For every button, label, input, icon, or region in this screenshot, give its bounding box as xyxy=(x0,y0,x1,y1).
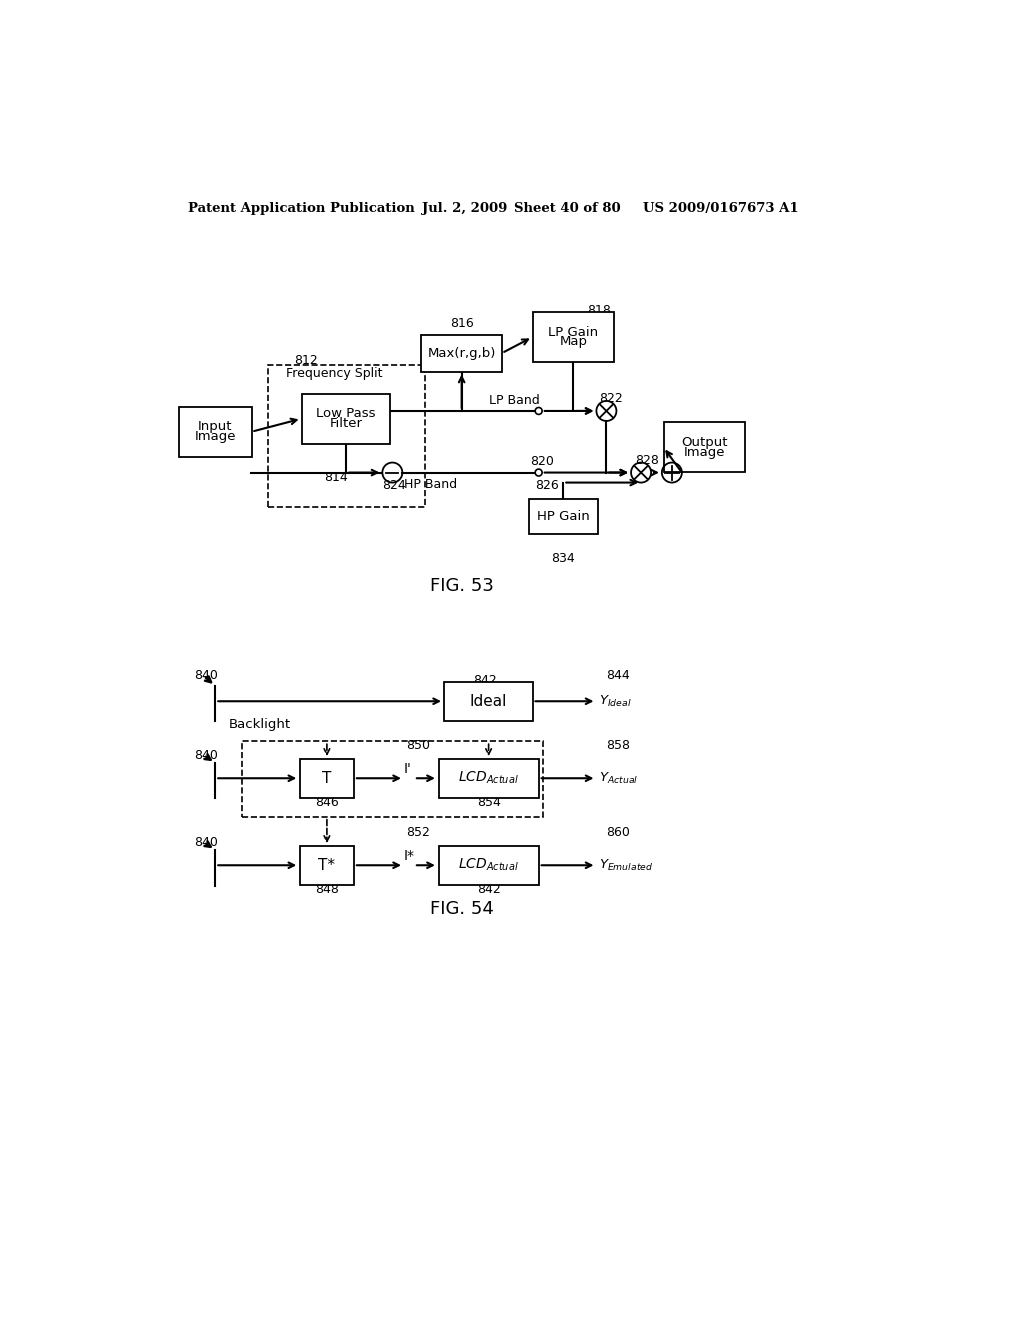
Text: 854: 854 xyxy=(477,796,501,809)
Text: Image: Image xyxy=(683,446,725,458)
Text: 826: 826 xyxy=(536,479,559,492)
Text: 818: 818 xyxy=(587,305,611,317)
Text: Ideal: Ideal xyxy=(470,694,507,709)
Text: 814: 814 xyxy=(325,471,348,484)
Text: 860: 860 xyxy=(606,825,631,838)
Text: 834: 834 xyxy=(552,552,575,565)
Bar xyxy=(444,682,532,721)
Bar xyxy=(664,422,744,473)
Text: Filter: Filter xyxy=(330,417,362,430)
Text: Input: Input xyxy=(198,420,232,433)
Text: Low Pass: Low Pass xyxy=(316,408,376,420)
Text: 824: 824 xyxy=(382,479,407,492)
Text: FIG. 53: FIG. 53 xyxy=(430,577,494,595)
Text: $LCD_{Actual}$: $LCD_{Actual}$ xyxy=(459,857,519,874)
Text: $LCD_{Actual}$: $LCD_{Actual}$ xyxy=(459,770,519,787)
Text: 842: 842 xyxy=(473,675,497,686)
Circle shape xyxy=(536,408,542,414)
Text: 822: 822 xyxy=(599,392,623,405)
Bar xyxy=(300,759,354,797)
Text: T: T xyxy=(323,771,332,785)
Text: Backlight: Backlight xyxy=(229,718,291,731)
Text: T*: T* xyxy=(318,858,336,873)
Text: 820: 820 xyxy=(530,454,554,467)
Text: 850: 850 xyxy=(407,739,430,751)
Bar xyxy=(438,846,539,884)
Text: Image: Image xyxy=(195,430,236,444)
Bar xyxy=(438,759,539,797)
Text: 830: 830 xyxy=(668,454,692,467)
Text: $Y_{Emulated}$: $Y_{Emulated}$ xyxy=(599,858,653,873)
Bar xyxy=(532,312,613,362)
Text: 816: 816 xyxy=(450,317,473,330)
Text: HP Band: HP Band xyxy=(403,478,457,491)
Bar xyxy=(302,393,390,444)
Circle shape xyxy=(536,469,542,477)
Text: 812: 812 xyxy=(295,354,318,367)
Text: 840: 840 xyxy=(194,669,217,682)
Text: 846: 846 xyxy=(315,796,339,809)
Text: 858: 858 xyxy=(606,739,631,751)
Bar xyxy=(243,742,543,817)
Text: Sheet 40 of 80: Sheet 40 of 80 xyxy=(514,202,621,215)
Text: I*: I* xyxy=(403,849,415,863)
Text: 842: 842 xyxy=(477,883,501,896)
Text: LP Band: LP Band xyxy=(488,395,540,408)
Text: 852: 852 xyxy=(407,825,430,838)
Text: FIG. 54: FIG. 54 xyxy=(430,900,494,919)
Text: Frequency Split: Frequency Split xyxy=(286,367,383,380)
Text: Patent Application Publication: Patent Application Publication xyxy=(188,202,415,215)
Text: Output: Output xyxy=(681,436,727,449)
Bar xyxy=(267,364,425,507)
Bar xyxy=(300,846,354,884)
Text: 810: 810 xyxy=(204,413,227,426)
Text: $Y_{Ideal}$: $Y_{Ideal}$ xyxy=(599,694,632,709)
Text: Map: Map xyxy=(559,335,588,348)
Text: 844: 844 xyxy=(606,669,630,682)
Text: 832: 832 xyxy=(717,428,741,441)
Text: 828: 828 xyxy=(635,454,658,467)
Text: US 2009/0167673 A1: US 2009/0167673 A1 xyxy=(643,202,799,215)
Text: 840: 840 xyxy=(194,836,217,849)
Text: $Y_{Actual}$: $Y_{Actual}$ xyxy=(599,771,638,785)
Bar xyxy=(528,499,598,533)
Bar xyxy=(178,407,252,457)
Text: 840: 840 xyxy=(194,748,217,762)
Text: I': I' xyxy=(403,762,412,776)
Text: Max(r,g,b): Max(r,g,b) xyxy=(427,347,496,360)
Text: LP Gain: LP Gain xyxy=(548,326,598,339)
Text: 848: 848 xyxy=(315,883,339,896)
Text: HP Gain: HP Gain xyxy=(537,510,590,523)
Bar xyxy=(421,335,502,372)
Text: Jul. 2, 2009: Jul. 2, 2009 xyxy=(422,202,507,215)
